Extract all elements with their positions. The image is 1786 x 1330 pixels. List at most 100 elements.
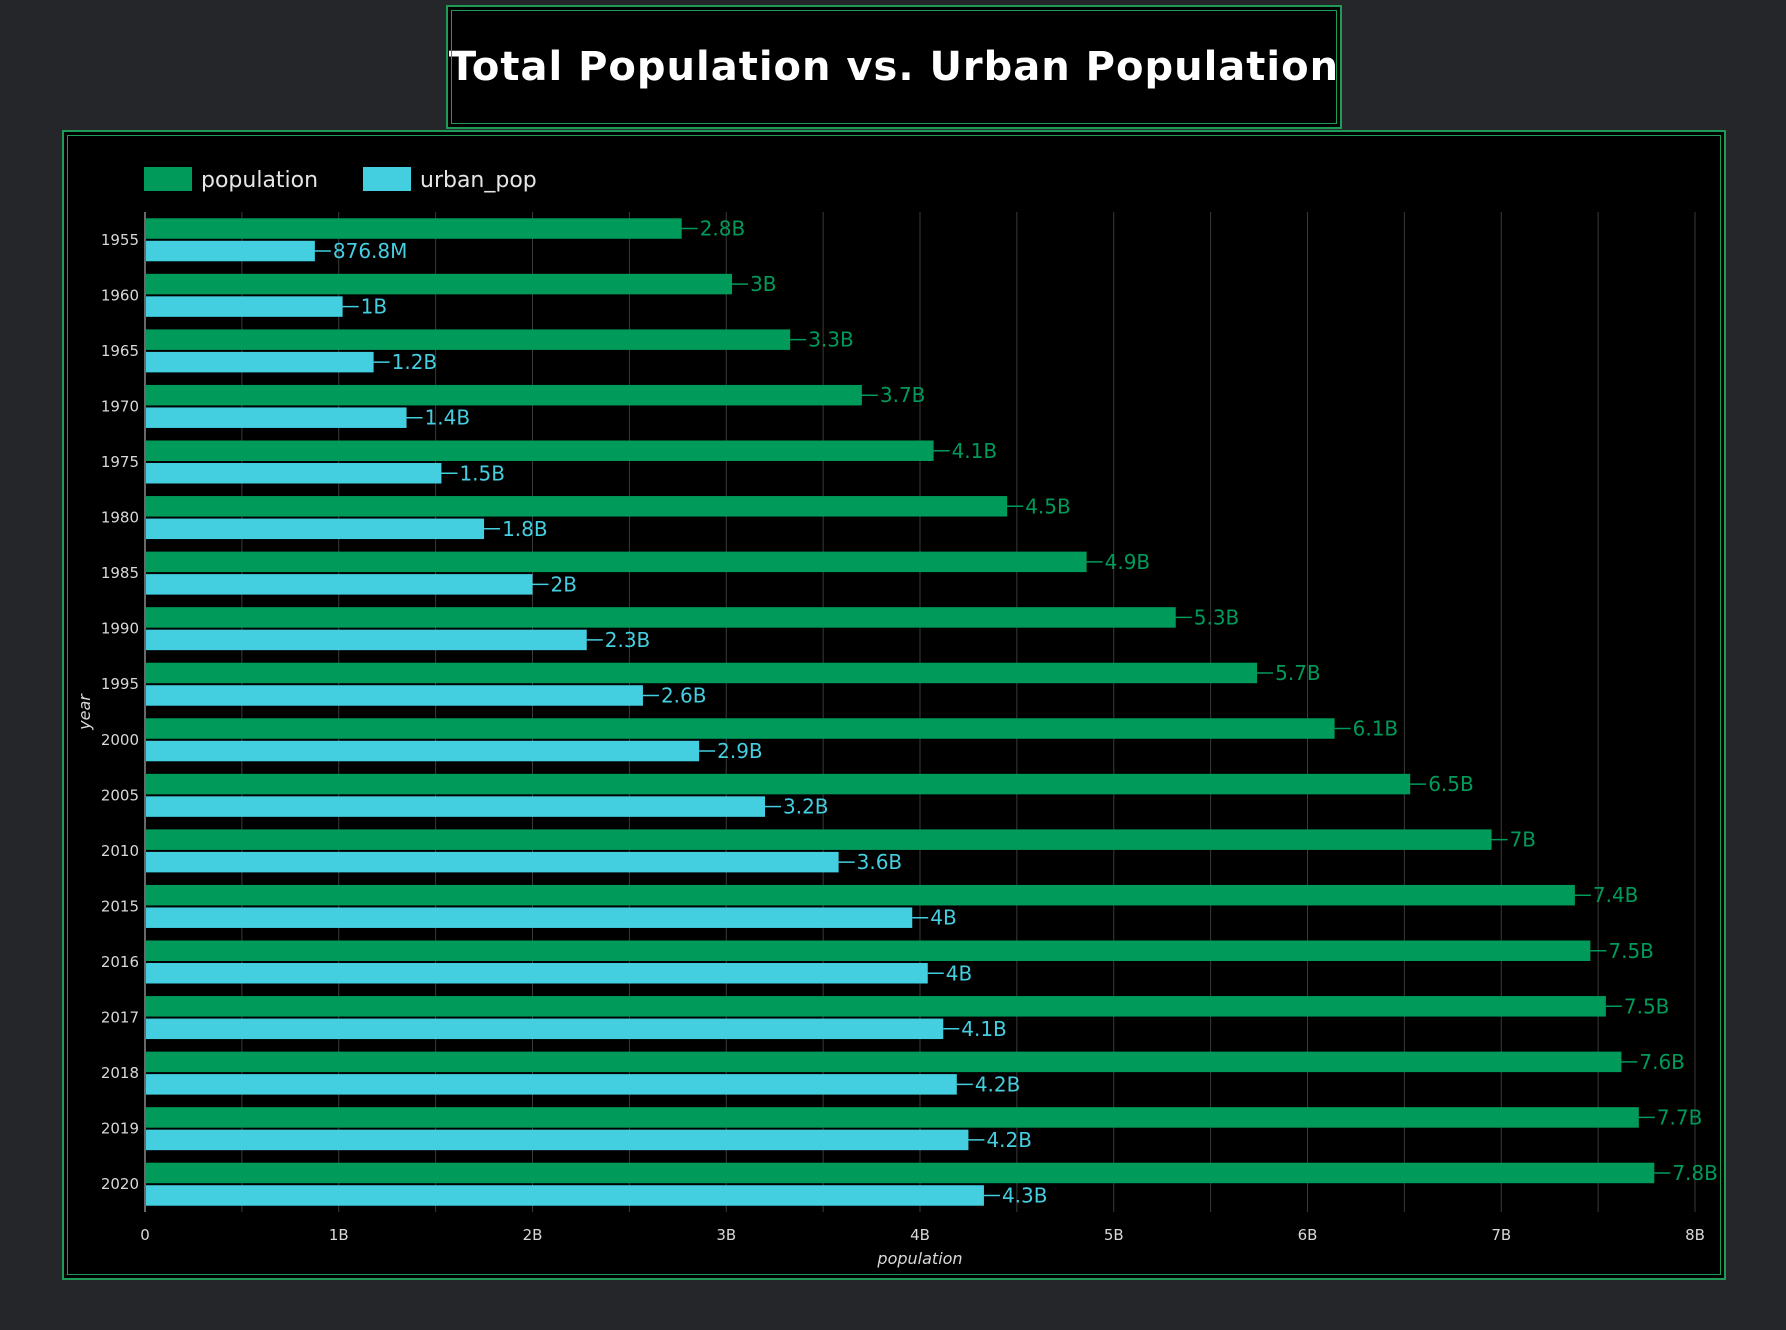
data-label-urban_pop: 2.3B bbox=[605, 628, 651, 652]
y-tick-label: 1975 bbox=[101, 453, 139, 471]
y-tick-label: 2017 bbox=[101, 1009, 139, 1027]
data-label-population: 5.7B bbox=[1275, 661, 1321, 685]
bar-urban_pop bbox=[146, 1185, 984, 1206]
legend-label-population: population bbox=[201, 168, 318, 193]
y-tick-label: 1990 bbox=[101, 620, 139, 638]
y-tick-label: 2016 bbox=[101, 953, 139, 971]
bar-population bbox=[146, 996, 1606, 1017]
data-label-urban_pop: 876.8M bbox=[333, 239, 408, 263]
bar-population bbox=[146, 718, 1335, 739]
y-tick-label: 1965 bbox=[101, 342, 139, 360]
bar-population bbox=[146, 829, 1492, 850]
data-label-population: 7B bbox=[1510, 828, 1536, 852]
chart-title: Total Population vs. Urban Population bbox=[448, 44, 1340, 90]
data-label-population: 7.5B bbox=[1624, 994, 1670, 1018]
data-label-population: 7.6B bbox=[1639, 1050, 1685, 1074]
bar-population bbox=[146, 1107, 1639, 1128]
data-label-population: 3.3B bbox=[808, 328, 854, 352]
bar-population bbox=[146, 384, 862, 406]
y-tick-label: 2010 bbox=[101, 842, 139, 860]
y-tick-label: 2005 bbox=[101, 786, 139, 804]
y-tick-label: 1955 bbox=[101, 231, 139, 249]
bar-urban_pop bbox=[146, 240, 315, 262]
bar-population bbox=[146, 662, 1258, 684]
chart-panel: 0 1B 2B 3B 4B 5B 6B 7B 8B population year 1955 2.8B 8… bbox=[62, 130, 1726, 1280]
x-axis-title: population bbox=[876, 1249, 962, 1268]
bar-population bbox=[146, 773, 1411, 795]
data-label-population: 7.7B bbox=[1657, 1105, 1703, 1129]
bar-urban_pop bbox=[146, 463, 442, 484]
y-axis-title: year bbox=[75, 693, 94, 731]
bar-population bbox=[146, 940, 1591, 961]
bar-population bbox=[146, 218, 682, 239]
data-label-population: 3B bbox=[750, 272, 776, 296]
legend-swatch-urban_pop bbox=[363, 167, 411, 191]
bar-urban_pop bbox=[146, 407, 407, 428]
data-label-population: 7.4B bbox=[1593, 883, 1639, 907]
data-label-urban_pop: 2.9B bbox=[717, 739, 763, 763]
data-label-urban_pop: 4.2B bbox=[986, 1128, 1032, 1152]
title-panel: Total Population vs. Urban Population bbox=[446, 5, 1342, 129]
x-tick-label: 8B bbox=[1685, 1226, 1705, 1244]
bar-urban_pop bbox=[146, 1129, 969, 1151]
bar-urban_pop bbox=[146, 740, 700, 762]
bar-population bbox=[146, 1051, 1622, 1073]
x-tick-label: 6B bbox=[1298, 1226, 1318, 1244]
data-label-urban_pop: 1.8B bbox=[502, 517, 548, 541]
bar-urban_pop bbox=[146, 796, 765, 817]
bar-population bbox=[146, 551, 1087, 573]
x-tick-label: 1B bbox=[329, 1226, 349, 1244]
bar-urban_pop bbox=[146, 351, 374, 373]
data-label-urban_pop: 4.1B bbox=[961, 1017, 1007, 1041]
y-tick-label: 1985 bbox=[101, 564, 139, 582]
bar-population bbox=[146, 496, 1008, 517]
bar-urban_pop bbox=[146, 851, 839, 873]
data-label-population: 4.9B bbox=[1105, 550, 1151, 574]
data-label-population: 4.5B bbox=[1025, 494, 1071, 518]
bar-population bbox=[146, 1162, 1655, 1184]
data-label-population: 7.5B bbox=[1608, 939, 1654, 963]
y-tick-label: 1995 bbox=[101, 675, 139, 693]
x-tick-label: 7B bbox=[1491, 1226, 1511, 1244]
population-bar-chart: 0 1B 2B 3B 4B 5B 6B 7B 8B population year 1955 2.8B 8… bbox=[75, 167, 1718, 1268]
y-tick-label: 2019 bbox=[101, 1120, 139, 1138]
data-label-urban_pop: 4.2B bbox=[975, 1072, 1021, 1096]
data-label-urban_pop: 2B bbox=[551, 572, 577, 596]
y-tick-label: 1960 bbox=[101, 286, 139, 304]
bar-population bbox=[146, 607, 1176, 628]
x-tick-label: 0 bbox=[140, 1226, 150, 1244]
bar-urban_pop bbox=[146, 963, 928, 984]
bar-urban_pop bbox=[146, 685, 643, 706]
bar-population bbox=[146, 329, 791, 350]
y-tick-label: 1970 bbox=[101, 397, 139, 415]
data-label-population: 7.8B bbox=[1672, 1161, 1718, 1185]
data-label-urban_pop: 1B bbox=[361, 295, 387, 319]
data-label-population: 6.5B bbox=[1428, 772, 1474, 796]
data-label-urban_pop: 4.3B bbox=[1002, 1183, 1048, 1207]
legend-swatch-population bbox=[144, 167, 192, 191]
data-label-population: 2.8B bbox=[700, 217, 746, 241]
data-label-urban_pop: 4B bbox=[946, 961, 972, 985]
data-label-population: 5.3B bbox=[1194, 605, 1240, 629]
legend-label-urban_pop: urban_pop bbox=[420, 168, 537, 193]
y-tick-label: 2020 bbox=[101, 1175, 139, 1193]
data-label-urban_pop: 3.2B bbox=[783, 795, 829, 819]
data-label-population: 3.7B bbox=[880, 383, 926, 407]
x-tick-label: 5B bbox=[1104, 1226, 1124, 1244]
bar-urban_pop bbox=[146, 1074, 957, 1095]
data-label-urban_pop: 4B bbox=[930, 906, 956, 930]
data-label-urban_pop: 1.5B bbox=[459, 461, 505, 485]
bar-urban_pop bbox=[146, 296, 343, 317]
data-label-urban_pop: 3.6B bbox=[857, 850, 903, 874]
data-label-population: 6.1B bbox=[1353, 717, 1399, 741]
bar-urban_pop bbox=[146, 518, 485, 540]
y-tick-label: 1980 bbox=[101, 509, 139, 527]
x-tick-label: 4B bbox=[910, 1226, 930, 1244]
data-label-urban_pop: 1.2B bbox=[392, 350, 438, 374]
bar-urban_pop bbox=[146, 629, 587, 651]
bar-population bbox=[146, 273, 733, 295]
bar-urban_pop bbox=[146, 574, 533, 595]
data-label-urban_pop: 2.6B bbox=[661, 683, 707, 707]
x-tick-label: 3B bbox=[716, 1226, 736, 1244]
bar-urban_pop bbox=[146, 907, 913, 928]
